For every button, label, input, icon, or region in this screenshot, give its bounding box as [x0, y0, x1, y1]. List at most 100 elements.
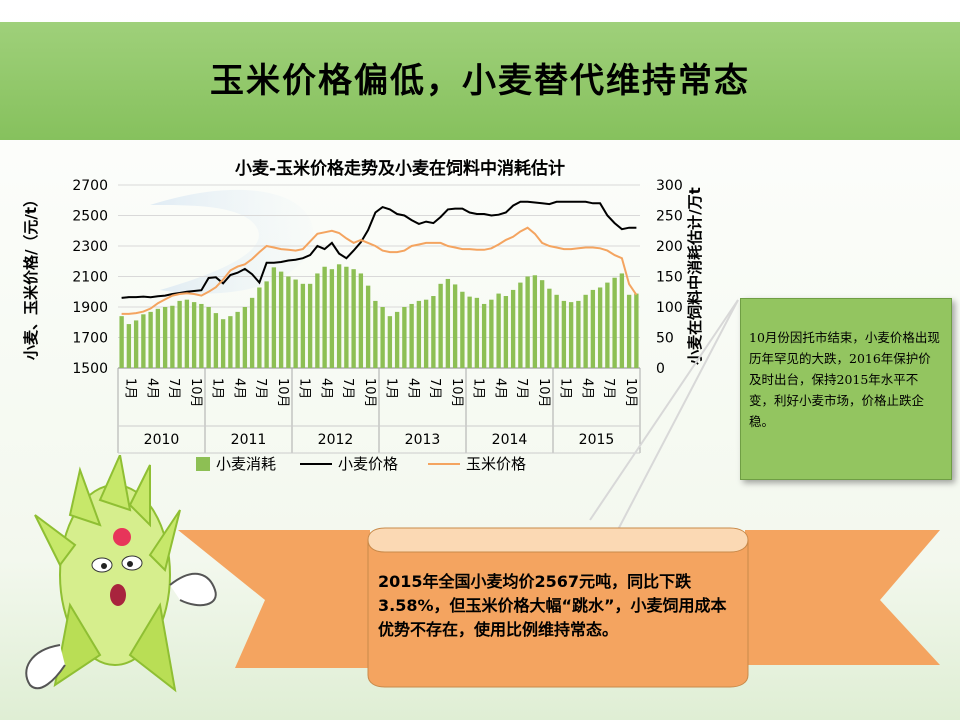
left-tick-label: 1700: [72, 331, 108, 347]
bar: [344, 266, 349, 368]
right-tick-label: 250: [656, 209, 683, 225]
bar: [329, 269, 335, 368]
month-tick-label: 7月: [166, 378, 181, 399]
bar: [590, 289, 596, 368]
bar: [148, 311, 153, 368]
month-tick-label: 7月: [427, 378, 442, 399]
bar: [568, 302, 574, 368]
year-label: 2011: [231, 432, 267, 448]
bar: [249, 297, 255, 368]
year-label: 2015: [579, 432, 615, 448]
bar: [322, 266, 327, 368]
bar: [619, 273, 625, 368]
chart-title: 小麦-玉米价格走势及小麦在饲料中消耗估计: [234, 159, 566, 179]
bar: [293, 279, 298, 368]
bar: [554, 294, 559, 368]
left-tick-label: 2100: [72, 270, 108, 286]
left-tick-label: 2700: [72, 178, 108, 194]
bar: [126, 324, 132, 368]
chart: 2700 300 2500 250 2300 200 2100 150 1900 100 1700 5…: [22, 178, 704, 473]
bar: [162, 307, 168, 368]
right-axis-title: 小麦在饲料中消耗估计/万t: [686, 187, 704, 365]
bar: [402, 307, 407, 368]
callout-line: [589, 299, 739, 521]
bar: [583, 294, 588, 368]
month-tick-label: 1月: [123, 378, 138, 399]
month-tick-label: 10月: [623, 378, 638, 408]
bar: [518, 282, 523, 368]
bar: [155, 308, 161, 368]
bar: [597, 287, 603, 368]
corn-price-line: [121, 226, 638, 315]
right-tick-label: 300: [656, 178, 683, 194]
bar: [438, 283, 443, 368]
callout-line: [609, 299, 739, 546]
month-tick-label: 7月: [601, 378, 616, 399]
bar: [213, 313, 219, 368]
bar: [351, 269, 356, 368]
bar: [561, 300, 567, 368]
month-tick-label: 7月: [253, 378, 268, 399]
bar: [503, 296, 509, 368]
month-tick-label: 4月: [318, 378, 333, 399]
ribbon-left-tail: [178, 530, 370, 668]
month-tick-label: 4月: [492, 378, 507, 399]
month-tick-label: 10月: [362, 378, 377, 408]
title-banner: 玉米价格偏低，小麦替代维持常态: [0, 22, 960, 140]
corn-mascot-illustration: [25, 455, 217, 693]
ribbon-right-tail: [745, 530, 940, 665]
month-tick-label: 10月: [275, 378, 290, 408]
year-label: 2013: [405, 432, 441, 448]
bar: [612, 277, 617, 368]
year-label: 2012: [318, 432, 354, 448]
bar: [445, 278, 451, 368]
legend-wheat-label: 小麦价格: [338, 455, 398, 473]
bar: [336, 264, 342, 368]
bar: [532, 275, 538, 368]
note-box: 10月份因托市结束，小麦价格出现历年罕见的大跌，2016年保护价及时出台，保持2…: [740, 298, 952, 480]
month-tick-label: 1月: [210, 378, 225, 399]
bar: [510, 289, 516, 368]
bar: [547, 288, 552, 368]
bar: [307, 283, 313, 368]
legend-bar-swatch: [196, 457, 210, 471]
bar: [242, 307, 248, 368]
bar: [416, 300, 422, 368]
ribbon-roll-top: [367, 527, 749, 553]
bar: [271, 267, 277, 368]
left-tick-label: 1500: [72, 361, 108, 377]
bar: [634, 293, 639, 368]
bar: [496, 293, 501, 368]
right-tick-label: 0: [656, 361, 665, 377]
bar: [184, 299, 190, 368]
bar: [365, 285, 371, 368]
left-tick-label: 1900: [72, 300, 108, 316]
month-tick-label: 1月: [384, 378, 399, 399]
left-axis-title: 小麦、玉米价格/（元/t）: [22, 192, 40, 360]
bar: [460, 291, 465, 368]
bar: [525, 276, 530, 368]
bar: [315, 273, 320, 368]
bar: [394, 311, 400, 368]
axis-labels: 2700 300 2500 250 2300 200 2100 150 1900 100 1700 5…: [22, 178, 704, 448]
bar: [235, 311, 240, 368]
month-tick-label: 4月: [405, 378, 420, 399]
month-tick-label: 7月: [514, 378, 529, 399]
bar: [358, 273, 364, 368]
bar: [170, 305, 175, 368]
bar: [220, 319, 226, 368]
right-tick-label: 50: [656, 331, 674, 347]
year-label: 2010: [144, 432, 180, 448]
legend-bar-label: 小麦消耗: [216, 455, 276, 473]
bar: [119, 316, 124, 368]
bar: [199, 303, 204, 368]
ribbon-text: 2015年全国小麦均价2567元吨，同比下跌3.58%，但玉米价格大幅“跳水”，…: [378, 572, 727, 639]
bar: [576, 300, 581, 368]
bar: [380, 307, 385, 368]
bar: [387, 316, 393, 368]
bar: [206, 307, 211, 368]
bar: [133, 320, 139, 368]
month-tick-label: 1月: [297, 378, 312, 399]
month-tick-label: 7月: [340, 378, 355, 399]
